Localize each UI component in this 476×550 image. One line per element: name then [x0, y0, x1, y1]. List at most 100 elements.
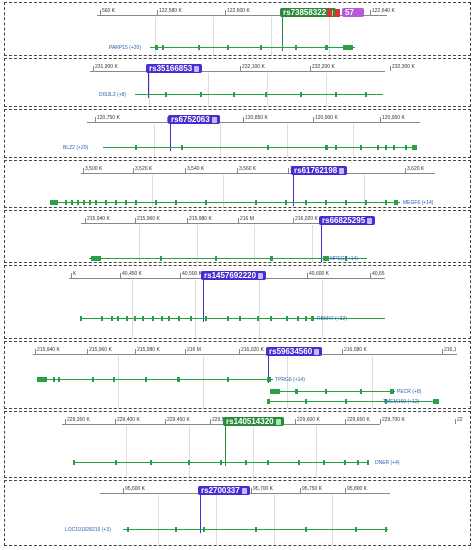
- gene-exon: [105, 200, 107, 205]
- gene-exon: [95, 200, 97, 205]
- gene-name-label[interactable]: DIS3L2 (+8): [99, 92, 127, 98]
- gene-exon: [155, 45, 158, 50]
- ruler-tick: [380, 117, 381, 122]
- snp-tag[interactable]: rs1457692220: [201, 271, 267, 280]
- gene-track-line: [50, 202, 400, 203]
- ruler-tick: [307, 273, 308, 278]
- gene-name-label[interactable]: PARP15 (+20): [109, 45, 142, 51]
- ruler-tick: [165, 419, 166, 424]
- ruler-tick: [442, 349, 443, 354]
- ruler-tick-label: 122,640 K: [372, 8, 395, 14]
- gene-exon: [162, 45, 164, 50]
- ruler-tick: [345, 488, 346, 493]
- ruler-tick: [240, 66, 241, 71]
- ruler-tick-label: 215,980 K: [137, 347, 160, 353]
- grid-line: [125, 426, 127, 477]
- gene-exon: [125, 200, 127, 205]
- ruler-tick: [133, 168, 134, 173]
- gene-name-label[interactable]: MEGF6 (+14): [403, 200, 434, 206]
- snp-menu-icon[interactable]: [194, 65, 200, 72]
- ruler-tick: [83, 168, 84, 173]
- grid-line: [132, 280, 134, 338]
- ruler-tick: [239, 349, 240, 354]
- snp-menu-icon[interactable]: [241, 487, 247, 494]
- snp-menu-icon[interactable]: [258, 272, 264, 279]
- snp-menu-icon[interactable]: [314, 348, 320, 355]
- gene-exon: [37, 377, 47, 382]
- ruler-tick: [123, 488, 124, 493]
- ruler-tick-label: 229,400 K: [117, 417, 140, 423]
- ruler-axis: [81, 173, 435, 174]
- gene-exon: [155, 200, 157, 205]
- ruler-tick-label: 215,940 K: [87, 216, 110, 222]
- snp-tag[interactable]: rs61762198: [291, 166, 348, 175]
- snp-tag[interactable]: rs66825295: [319, 216, 376, 225]
- ruler-tick-label: 229,600 K: [297, 417, 320, 423]
- snp-menu-icon[interactable]: [367, 217, 373, 224]
- ruler-tick-label: 229,350 K: [67, 417, 90, 423]
- gene-name-label[interactable]: LOC101928219 (+3): [65, 527, 111, 533]
- gene-exon: [115, 460, 117, 465]
- gene-exon: [267, 377, 271, 382]
- gene-exon: [377, 145, 379, 150]
- gene-exon: [286, 316, 288, 321]
- gene-name-label[interactable]: TMEM169 (+12): [383, 399, 420, 405]
- snp-tag[interactable]: rs59634560: [266, 347, 323, 356]
- gene-name-label[interactable]: MPEG (+14): [330, 256, 358, 262]
- gene-name-label[interactable]: PECR (+8): [397, 389, 422, 395]
- gene-name-label[interactable]: DNER (+4): [375, 460, 400, 466]
- gene-exon: [73, 460, 75, 465]
- ruler-tick: [295, 419, 296, 424]
- gene-exon: [117, 316, 119, 321]
- gene-exon: [305, 399, 307, 404]
- ruler-tick: [390, 66, 391, 71]
- gene-exon: [433, 399, 439, 404]
- ruler-tick-label: 232,200 K: [312, 64, 335, 70]
- ruler-tick: [405, 168, 406, 173]
- ruler-tick: [370, 10, 371, 15]
- track-panel: 95,600 K 95,700 K 95,750 K 95,800 K rs270033…: [4, 480, 471, 546]
- snp-tag[interactable]: rs6752063: [168, 115, 220, 124]
- gene-name-label[interactable]: RBM47 (+32): [317, 316, 347, 322]
- gene-name-label[interactable]: BLZ2 (+20): [63, 145, 89, 151]
- snp-tag[interactable]: rs140514320: [223, 417, 284, 426]
- snp-id-label: rs6752063: [171, 115, 210, 124]
- gene-exon: [390, 389, 394, 394]
- gene-track-line: [80, 318, 385, 319]
- gene-exon: [305, 316, 307, 321]
- ruler-tick-label: 216,020 K: [241, 347, 264, 353]
- gene-exon: [227, 45, 229, 50]
- snp-tag-secondary[interactable]: 57: [342, 8, 364, 17]
- gene-exon: [325, 389, 327, 394]
- ruler-tick-label: 120,750 K: [97, 115, 120, 121]
- grid-line: [202, 356, 204, 408]
- snp-tag[interactable]: rs2700337: [198, 486, 250, 495]
- gene-name-label[interactable]: TPRG6 (+14): [275, 377, 305, 383]
- ruler-tick: [135, 218, 136, 223]
- ruler-tick-label: 216,1: [444, 347, 457, 353]
- gene-exon: [323, 256, 329, 261]
- gene-exon: [77, 200, 79, 205]
- variant-flag-icon[interactable]: [335, 9, 340, 17]
- ruler-tick-label: 3,500 K: [85, 166, 103, 172]
- gene-exon: [365, 92, 367, 97]
- snp-menu-icon[interactable]: [275, 418, 281, 425]
- track-panel: 215,940 K 215,960 K 215,980 K 216 M 216,020 …: [4, 210, 471, 263]
- snp-menu-icon[interactable]: [339, 167, 345, 174]
- gene-exon: [161, 316, 163, 321]
- variant-flag-icon[interactable]: [327, 9, 332, 17]
- gene-exon: [270, 316, 272, 321]
- snp-menu-icon[interactable]: [211, 116, 217, 123]
- gene-exon: [177, 377, 180, 382]
- ruler-tick: [455, 419, 456, 424]
- gene-exon: [80, 316, 82, 321]
- gene-exon: [220, 460, 222, 465]
- ruler-tick-label: 3,620 K: [407, 166, 425, 172]
- ruler-tick-label: 216,080 K: [344, 347, 367, 353]
- ruler-tick: [187, 218, 188, 223]
- ruler-tick: [313, 117, 314, 122]
- gene-exon: [345, 200, 347, 205]
- gene-exon: [127, 527, 129, 532]
- snp-tag[interactable]: rs35166853: [146, 64, 203, 73]
- ruler-tick: [185, 349, 186, 354]
